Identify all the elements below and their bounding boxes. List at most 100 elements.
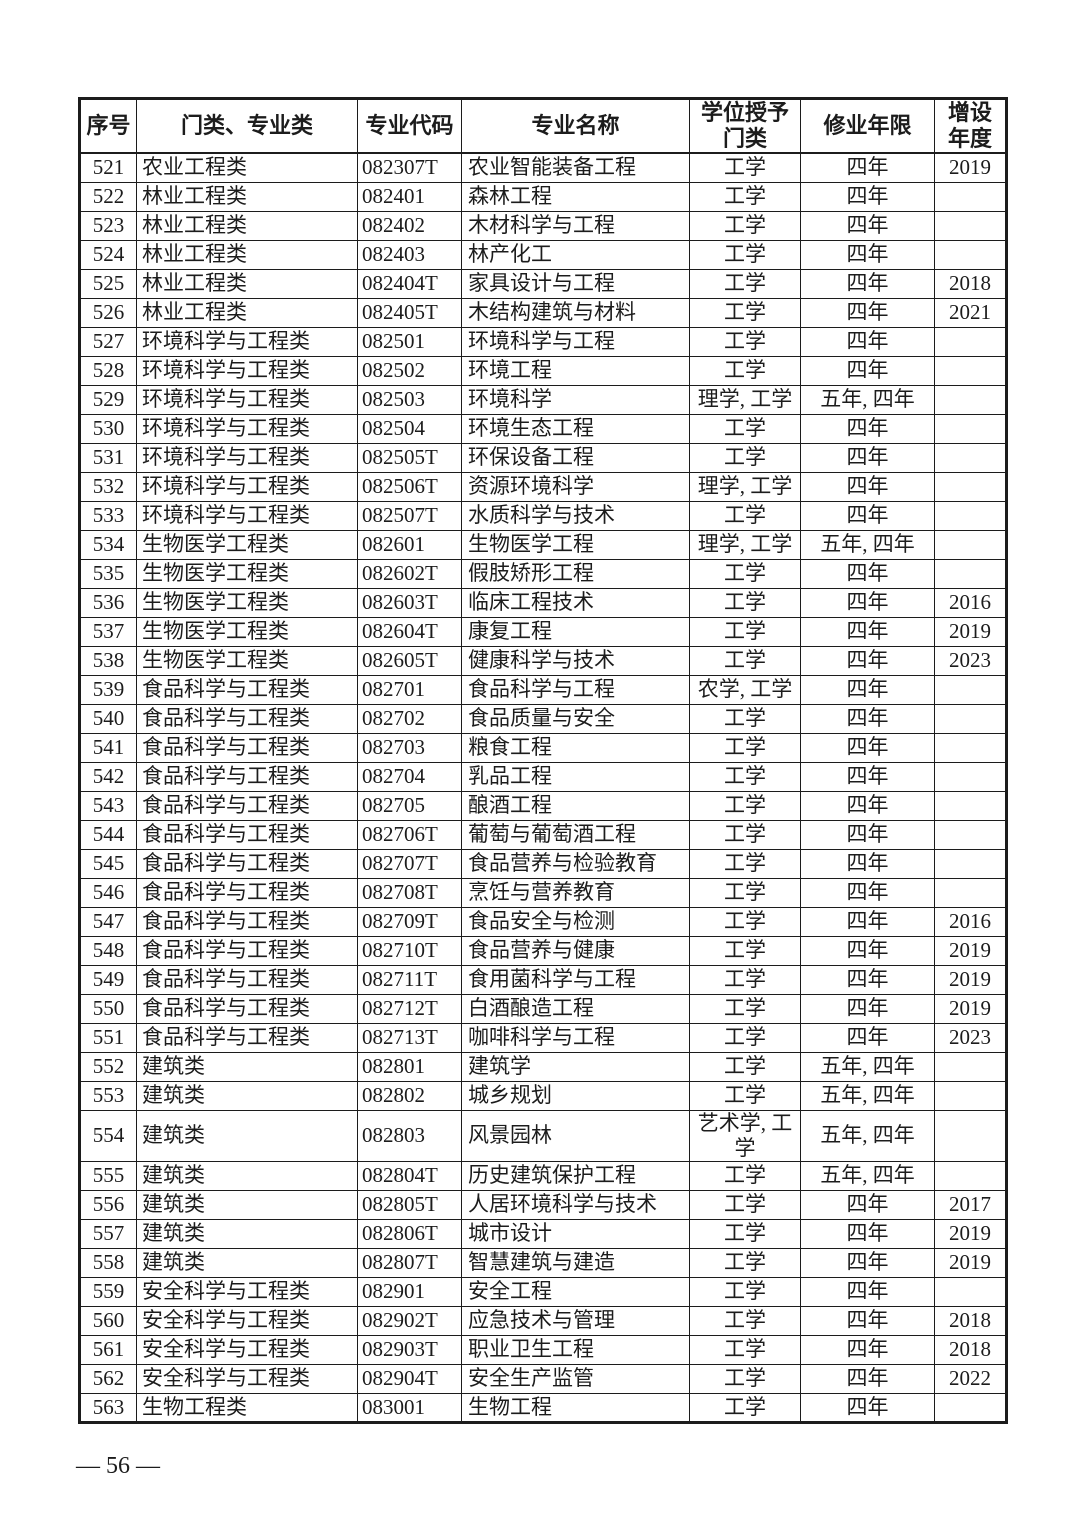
- cell-category: 食品科学与工程类: [136, 877, 358, 908]
- cell-category: 安全科学与工程类: [136, 1305, 358, 1336]
- header-row: 序号 门类、专业类 专业代码 专业名称 学位授予 门类 修业年限 增设 年度: [79, 98, 1007, 154]
- cell-name: 环境工程: [461, 355, 690, 386]
- cell-year: [934, 529, 1007, 560]
- cell-degree: 工学: [689, 558, 801, 589]
- cell-year: 2019: [934, 964, 1007, 995]
- table-row: 530 环境科学与工程类 082504 环境生态工程 工学 四年: [79, 413, 1007, 444]
- cell-duration: 四年: [800, 645, 935, 676]
- cell-year: 2017: [934, 1189, 1007, 1220]
- cell-duration: 四年: [800, 471, 935, 502]
- cell-code: 082802: [357, 1080, 462, 1111]
- cell-index: 526: [79, 297, 137, 328]
- cell-degree: 工学: [689, 297, 801, 328]
- cell-name: 木结构建筑与材料: [461, 297, 690, 328]
- table-row: 561 安全科学与工程类 082903T 职业卫生工程 工学 四年 2018: [79, 1334, 1007, 1365]
- table-row: 521 农业工程类 082307T 农业智能装备工程 工学 四年 2019: [79, 152, 1007, 183]
- table-row: 523 林业工程类 082402 木材科学与工程 工学 四年: [79, 210, 1007, 241]
- table-row: 529 环境科学与工程类 082503 环境科学 理学, 工学 五年, 四年: [79, 384, 1007, 415]
- cell-name: 水质科学与技术: [461, 500, 690, 531]
- cell-degree: 理学, 工学: [689, 529, 801, 560]
- cell-duration: 四年: [800, 1218, 935, 1249]
- cell-category: 生物医学工程类: [136, 558, 358, 589]
- cell-name: 风景园林: [461, 1109, 690, 1162]
- cell-code: 082705: [357, 790, 462, 821]
- cell-degree: 工学: [689, 500, 801, 531]
- cell-name: 应急技术与管理: [461, 1305, 690, 1336]
- cell-code: 082713T: [357, 1022, 462, 1053]
- cell-degree: 工学: [689, 268, 801, 299]
- cell-code: 082403: [357, 239, 462, 270]
- cell-year: 2023: [934, 645, 1007, 676]
- cell-name: 安全生产监管: [461, 1363, 690, 1394]
- cell-year: [934, 442, 1007, 473]
- cell-index: 558: [79, 1247, 137, 1278]
- cell-year: [934, 1109, 1007, 1162]
- majors-table-container: 序号 门类、专业类 专业代码 专业名称 学位授予 门类 修业年限 增设 年度 5…: [78, 97, 1008, 1424]
- cell-year: [934, 413, 1007, 444]
- cell-index: 560: [79, 1305, 137, 1336]
- cell-index: 542: [79, 761, 137, 792]
- cell-code: 082307T: [357, 152, 462, 183]
- cell-category: 安全科学与工程类: [136, 1334, 358, 1365]
- cell-name: 生物医学工程: [461, 529, 690, 560]
- cell-index: 557: [79, 1218, 137, 1249]
- cell-name: 农业智能装备工程: [461, 152, 690, 183]
- table-row: 562 安全科学与工程类 082904T 安全生产监管 工学 四年 2022: [79, 1363, 1007, 1394]
- cell-name: 职业卫生工程: [461, 1334, 690, 1365]
- cell-index: 540: [79, 703, 137, 734]
- cell-year: [934, 239, 1007, 270]
- table-row: 540 食品科学与工程类 082702 食品质量与安全 工学 四年: [79, 703, 1007, 734]
- cell-category: 林业工程类: [136, 181, 358, 212]
- cell-year: [934, 761, 1007, 792]
- cell-degree: 工学: [689, 239, 801, 270]
- cell-duration: 五年, 四年: [800, 529, 935, 560]
- cell-degree: 工学: [689, 1363, 801, 1394]
- cell-duration: 四年: [800, 268, 935, 299]
- table-row: 548 食品科学与工程类 082710T 食品营养与健康 工学 四年 2019: [79, 935, 1007, 966]
- cell-year: 2019: [934, 152, 1007, 183]
- col-header-code: 专业代码: [357, 98, 462, 154]
- cell-year: [934, 819, 1007, 850]
- cell-year: [934, 848, 1007, 879]
- cell-year: [934, 355, 1007, 386]
- cell-code: 082507T: [357, 500, 462, 531]
- cell-name: 人居环境科学与技术: [461, 1189, 690, 1220]
- cell-index: 535: [79, 558, 137, 589]
- cell-name: 食品营养与健康: [461, 935, 690, 966]
- cell-code: 082504: [357, 413, 462, 444]
- cell-degree: 工学: [689, 413, 801, 444]
- cell-code: 082803: [357, 1109, 462, 1162]
- cell-duration: 四年: [800, 239, 935, 270]
- cell-category: 食品科学与工程类: [136, 848, 358, 879]
- cell-year: [934, 1392, 1007, 1423]
- cell-degree: 工学: [689, 761, 801, 792]
- cell-year: 2019: [934, 616, 1007, 647]
- cell-duration: 四年: [800, 1022, 935, 1053]
- cell-code: 082402: [357, 210, 462, 241]
- cell-code: 082404T: [357, 268, 462, 299]
- cell-category: 环境科学与工程类: [136, 500, 358, 531]
- cell-degree: 工学: [689, 355, 801, 386]
- cell-name: 城乡规划: [461, 1080, 690, 1111]
- cell-duration: 四年: [800, 181, 935, 212]
- cell-name: 安全工程: [461, 1276, 690, 1307]
- cell-degree: 工学: [689, 1080, 801, 1111]
- cell-index: 553: [79, 1080, 137, 1111]
- cell-duration: 四年: [800, 587, 935, 618]
- cell-name: 建筑学: [461, 1051, 690, 1082]
- cell-index: 530: [79, 413, 137, 444]
- table-row: 563 生物工程类 083001 生物工程 工学 四年: [79, 1392, 1007, 1423]
- cell-code: 082804T: [357, 1160, 462, 1191]
- cell-name: 食品营养与检验教育: [461, 848, 690, 879]
- cell-degree: 农学, 工学: [689, 674, 801, 705]
- cell-name: 白酒酿造工程: [461, 993, 690, 1024]
- cell-index: 529: [79, 384, 137, 415]
- cell-degree: 工学: [689, 210, 801, 241]
- table-row: 525 林业工程类 082404T 家具设计与工程 工学 四年 2018: [79, 268, 1007, 299]
- cell-duration: 四年: [800, 500, 935, 531]
- majors-table: 序号 门类、专业类 专业代码 专业名称 学位授予 门类 修业年限 增设 年度 5…: [78, 97, 1008, 1424]
- cell-code: 082709T: [357, 906, 462, 937]
- cell-category: 食品科学与工程类: [136, 761, 358, 792]
- cell-duration: 四年: [800, 732, 935, 763]
- cell-index: 539: [79, 674, 137, 705]
